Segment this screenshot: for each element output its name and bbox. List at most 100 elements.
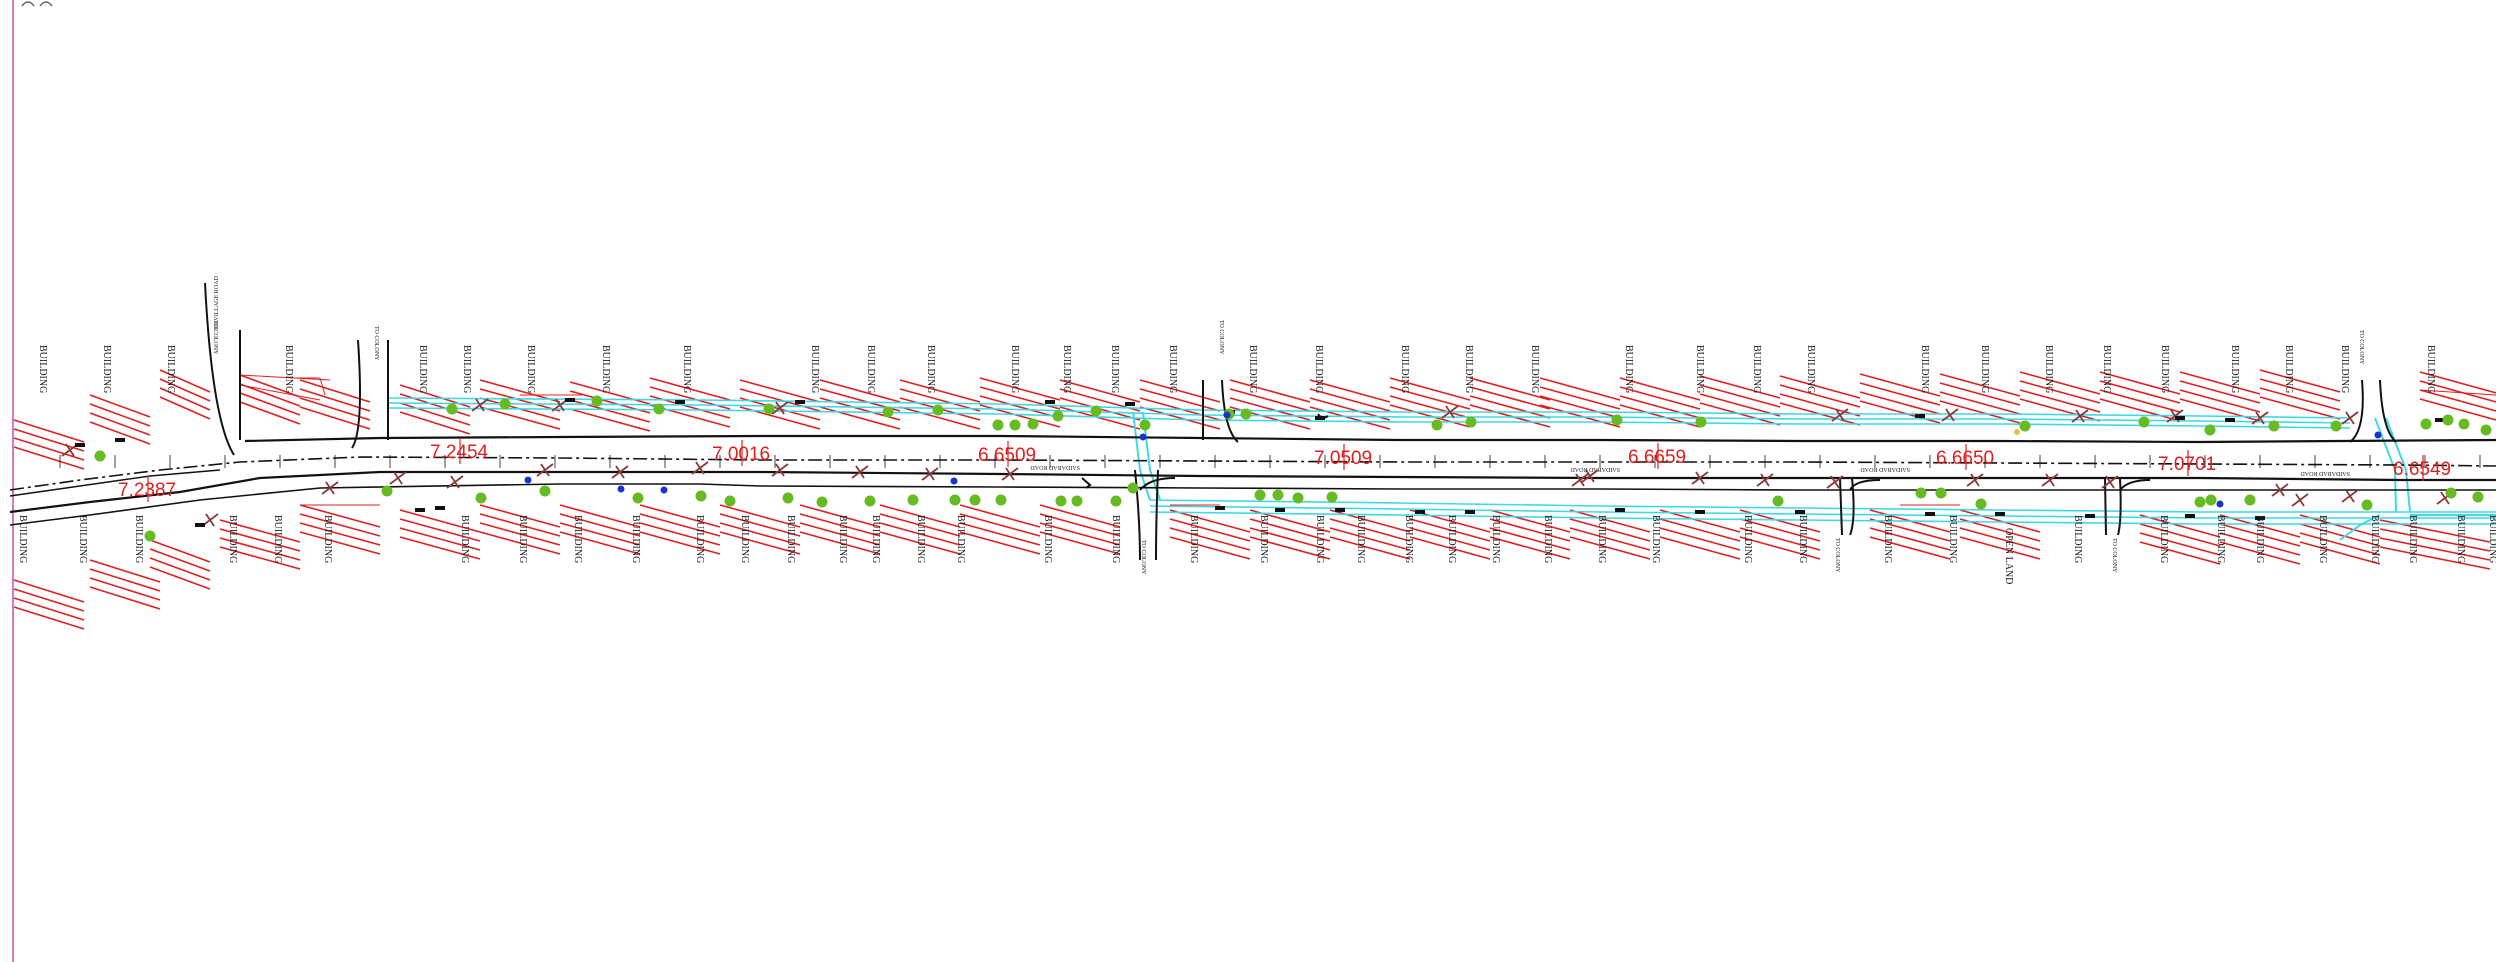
side-road-label: TO COLONY <box>2111 538 2117 573</box>
building-hatch <box>1489 536 1571 560</box>
tree-symbol <box>1935 487 1947 499</box>
building-hatch <box>1139 379 1221 403</box>
building-outline <box>2419 389 2496 396</box>
pole-symbol <box>321 481 339 495</box>
building-hatch <box>1139 406 1221 430</box>
tree-symbol <box>995 494 1007 506</box>
building-hatch <box>559 531 641 555</box>
building-hatch <box>1469 395 1551 419</box>
building-hatch <box>239 383 301 407</box>
pipeline-north-line <box>387 402 2351 424</box>
building-hatch <box>89 403 151 427</box>
building-hatch <box>1139 388 1221 412</box>
building-label: BUILDING <box>870 515 881 563</box>
building-hatch <box>1659 509 1741 533</box>
building-hatch <box>13 588 85 612</box>
tree-symbol <box>1052 410 1064 422</box>
building-hatch <box>1739 527 1821 551</box>
building-hatch <box>2379 546 2491 570</box>
chainage-value: 6.6509 <box>978 445 1036 466</box>
tree-symbol <box>932 404 944 416</box>
building-hatch <box>299 504 381 528</box>
valve-symbol <box>617 485 625 493</box>
building-hatch <box>559 522 641 546</box>
building-hatch <box>2139 514 2221 538</box>
pipeline-north-line <box>387 407 2351 429</box>
fitting-symbol <box>1615 508 1625 512</box>
building-hatch <box>1859 382 1941 406</box>
building-label: BUILDING <box>77 515 88 563</box>
pole-symbol <box>1831 408 1849 422</box>
building-label: BUILDING <box>1258 515 1269 563</box>
building-label: BUILDING <box>1490 515 1501 563</box>
building-label: BUILDING <box>600 345 611 393</box>
building-hatch <box>2419 380 2496 403</box>
building-hatch <box>2139 541 2221 565</box>
building-hatch <box>219 528 301 552</box>
building-hatch <box>1389 377 1471 401</box>
side-road-edge <box>351 339 361 449</box>
building-label: BUILDING <box>1110 515 1121 563</box>
building-label: BUILDING <box>1247 345 1258 393</box>
tree-symbol <box>2458 418 2470 430</box>
building-label: BUILDING <box>2317 515 2328 563</box>
building-hatch <box>719 531 801 555</box>
road-edge-south-east <box>759 485 2496 491</box>
side-road-edge <box>1155 469 1159 561</box>
building-hatch <box>1309 388 1391 412</box>
tree-symbol <box>475 492 487 504</box>
valve-symbol <box>660 486 668 494</box>
building-label: BUILDING <box>2339 345 2350 393</box>
building-hatch <box>959 513 1041 537</box>
side-road-edge <box>1221 379 1239 443</box>
building-label: BUILDING <box>1042 515 1053 563</box>
pipeline-crossing <box>2385 417 2411 513</box>
pipeline-north-line <box>387 397 2351 419</box>
building-label: BUILDING <box>865 345 876 393</box>
pole-symbol <box>1581 469 1599 483</box>
building-hatch <box>559 513 641 537</box>
building-hatch <box>899 379 981 403</box>
building-hatch <box>2259 378 2341 402</box>
building-outline <box>239 384 321 401</box>
building-hatch <box>159 396 211 420</box>
building-hatch <box>739 388 821 412</box>
building-label: BUILDING <box>461 345 472 393</box>
side-road-edge <box>2104 477 2107 536</box>
bend-symbol <box>1317 413 1329 419</box>
pole-symbol <box>2101 475 2119 489</box>
building-label: BUILDING <box>809 345 820 393</box>
building-hatch <box>2419 389 2496 412</box>
building-label: BUILDING <box>1403 515 1414 563</box>
building-hatch <box>149 539 211 563</box>
building-label: BUILDING <box>1805 345 1816 393</box>
tree-symbol <box>539 485 551 497</box>
building-label: BUILDING <box>925 345 936 393</box>
building-label: BUILDING <box>2425 345 2436 393</box>
tree-symbol <box>381 485 393 497</box>
fitting-symbol <box>2175 416 2185 420</box>
building-hatch <box>239 392 301 416</box>
building-hatch <box>569 408 651 432</box>
side-road-label: TO COLONY <box>212 320 218 355</box>
pole-symbol <box>1571 473 1589 487</box>
building-label: BUILDING <box>459 515 470 563</box>
building-hatch <box>479 531 561 555</box>
pole-symbol <box>2291 493 2309 507</box>
building-hatch <box>639 513 721 537</box>
pole-symbol <box>389 471 407 485</box>
building-hatch <box>239 401 301 425</box>
building-label: BUILDING <box>2101 345 2112 393</box>
chainage-value: 6.6549 <box>2393 459 2451 480</box>
side-road-label: TO COLONY <box>1834 538 1840 573</box>
building-label: BUILDING <box>2072 515 2083 563</box>
building-hatch <box>1409 536 1491 560</box>
side-road-edge <box>1134 469 1141 561</box>
road-label-group: TO COLONY TO COLONY TO COLONY TO COLONY TO C… <box>212 276 2364 575</box>
building-hatch <box>2379 528 2491 552</box>
fitting-symbol <box>1125 402 1135 406</box>
building-hatch <box>2259 387 2341 411</box>
building-hatch <box>399 393 471 417</box>
tree-group <box>94 395 2492 542</box>
building-hatch <box>959 531 1041 555</box>
